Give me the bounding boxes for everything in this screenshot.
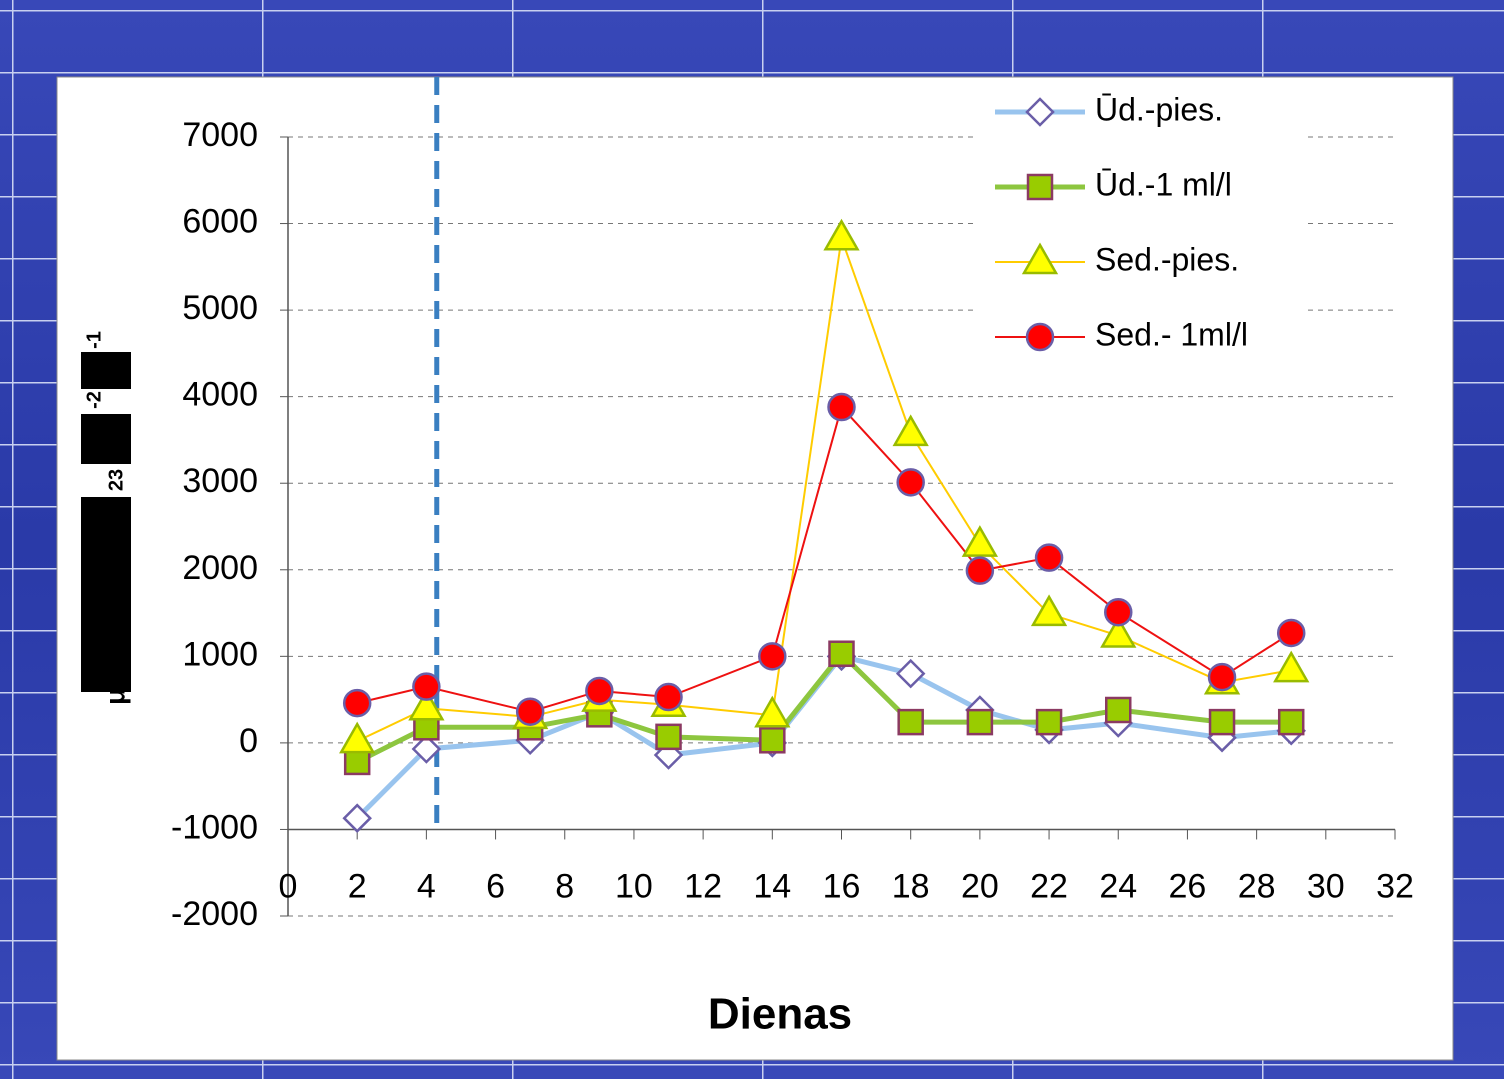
marker bbox=[1030, 594, 1068, 627]
y-tick-label: 2000 bbox=[182, 549, 258, 587]
x-tick-label: 18 bbox=[892, 867, 930, 905]
marker bbox=[1104, 597, 1133, 627]
x-tick-label: 24 bbox=[1099, 867, 1137, 905]
x-tick-label: 14 bbox=[753, 867, 791, 905]
marker bbox=[897, 708, 924, 736]
marker bbox=[342, 803, 372, 833]
x-axis-label: Dienas bbox=[708, 990, 852, 1039]
marker bbox=[412, 672, 441, 701]
y-label-part: μ bbox=[99, 688, 130, 705]
marker bbox=[1100, 616, 1137, 648]
marker bbox=[1035, 708, 1063, 736]
marker bbox=[965, 556, 995, 585]
marker bbox=[1025, 97, 1055, 127]
marker bbox=[823, 218, 860, 251]
x-tick-label: 4 bbox=[417, 867, 436, 905]
marker bbox=[1208, 708, 1236, 736]
x-tick-label: 6 bbox=[486, 867, 505, 905]
marker bbox=[1276, 618, 1306, 648]
y-tick-label: 4000 bbox=[182, 376, 258, 414]
marker bbox=[408, 688, 445, 721]
marker bbox=[1277, 708, 1305, 736]
marker bbox=[1026, 173, 1054, 201]
marker bbox=[343, 748, 371, 776]
marker bbox=[411, 734, 442, 764]
x-tick-label: 0 bbox=[279, 867, 298, 905]
y-tick-label: 1000 bbox=[182, 635, 258, 673]
marker bbox=[895, 658, 926, 689]
y-tick-label: 5000 bbox=[182, 289, 258, 327]
y-tick-label: 7000 bbox=[182, 116, 258, 154]
x-tick-label: 28 bbox=[1238, 867, 1276, 905]
y-label-part: -1 bbox=[83, 331, 105, 349]
marker bbox=[896, 468, 925, 497]
marker bbox=[1105, 696, 1132, 724]
marker bbox=[1021, 242, 1059, 275]
y-label-part: 23 bbox=[105, 469, 127, 491]
x-tick-label: 32 bbox=[1376, 867, 1414, 905]
marker bbox=[654, 682, 683, 712]
marker bbox=[759, 727, 786, 754]
legend-label: Sed.-pies. bbox=[1095, 241, 1239, 277]
marker bbox=[758, 642, 787, 671]
marker bbox=[1273, 650, 1310, 683]
marker bbox=[892, 414, 929, 447]
x-tick-label: 20 bbox=[961, 867, 999, 905]
x-tick-label: 26 bbox=[1169, 867, 1207, 905]
marker bbox=[961, 525, 999, 557]
legend-box bbox=[975, 85, 1305, 370]
y-axis-label: μ 23 -2 -1 bbox=[81, 331, 131, 705]
marker bbox=[655, 723, 682, 751]
x-tick-label: 22 bbox=[1030, 867, 1068, 905]
marker bbox=[1034, 543, 1064, 572]
marker bbox=[585, 676, 614, 706]
marker bbox=[1207, 662, 1237, 692]
y-tick-label: -1000 bbox=[171, 808, 258, 846]
legend: Ūd.-pies. Ūd.-1 ml/l Sed.-pies. Sed.- 1ml/l bbox=[975, 85, 1305, 370]
legend-label: Ūd.-pies. bbox=[1095, 91, 1223, 127]
marker bbox=[827, 392, 856, 422]
x-tick-label: 12 bbox=[684, 867, 722, 905]
marker bbox=[754, 695, 791, 728]
marker bbox=[342, 688, 372, 718]
marker bbox=[828, 640, 855, 667]
x-tick-label: 30 bbox=[1307, 867, 1345, 905]
x-tick-label: 16 bbox=[823, 867, 861, 905]
marker bbox=[515, 697, 545, 726]
x-tick-label: 2 bbox=[348, 867, 367, 905]
marker bbox=[339, 721, 376, 754]
x-tick-label: 10 bbox=[615, 867, 653, 905]
y-tick-label: 3000 bbox=[182, 462, 258, 500]
y-tick-label: 6000 bbox=[182, 203, 258, 241]
y-label-part: -2 bbox=[83, 391, 105, 409]
marker bbox=[1025, 322, 1055, 352]
y-tick-label: -2000 bbox=[171, 895, 258, 933]
marker bbox=[966, 708, 994, 736]
legend-label: Ūd.-1 ml/l bbox=[1095, 166, 1232, 202]
x-tick-label: 8 bbox=[555, 867, 574, 905]
legend-label: Sed.- 1ml/l bbox=[1095, 316, 1248, 352]
y-tick-label: 0 bbox=[239, 722, 258, 760]
